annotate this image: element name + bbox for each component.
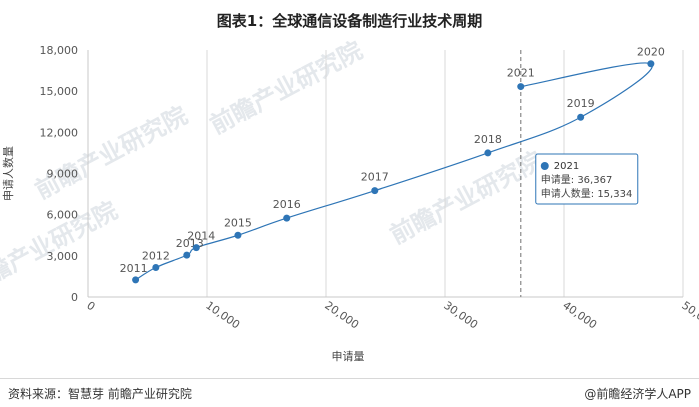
tooltip-line-applications: 申请量: 36,367 [541,173,613,186]
x-tick-label-5: 50,000 [679,299,699,332]
y-tick-label-0: 0 [71,291,78,304]
y-tick-label-6: 18,000 [40,44,79,57]
footer: 资料来源：智慧芽 前瞻产业研究院 @前瞻经济学人APP [0,378,699,407]
y-tick-labels: 0 3,000 6,000 9,000 12,000 15,000 18,000 [40,44,79,304]
x-tick-label-4: 40,000 [560,299,599,332]
data-point-2016 [283,214,291,222]
x-tick-label-2: 20,000 [322,299,361,332]
point-label-2016: 2016 [273,198,301,211]
tooltip: 2021 申请量: 36,367 申请人数量: 15,334 [535,153,639,205]
data-point-2015 [234,231,242,239]
watermark-3: 前瞻产业研究院 [31,101,192,205]
point-label-2014: 2014 [187,230,215,243]
tooltip-marker [540,162,549,170]
point-label-2020: 2020 [637,46,665,59]
tooltip-title: 2021 [554,161,579,172]
data-point-2014 [192,244,200,252]
data-point-2012 [152,263,160,271]
point-label-2018: 2018 [474,133,502,146]
x-tick-label-1: 10,000 [203,299,242,332]
axes [87,50,683,298]
grid-lines [206,50,684,297]
y-tick-label-1: 3,000 [47,250,79,263]
y-tick-label-5: 15,000 [40,85,79,98]
x-axis-label: 申请量 [332,350,365,363]
data-point-2013 [183,251,191,259]
y-tick-label-2: 6,000 [47,209,79,222]
data-point-2019 [577,113,585,121]
y-tick-label-4: 12,000 [40,126,79,139]
point-label-2015: 2015 [224,216,252,229]
brand-credit: @前瞻经济学人APP [584,387,691,401]
data-point-2020 [647,60,655,68]
tooltip-box [535,153,639,205]
x-tick-label-0: 0 [84,299,97,314]
watermark-1: 前瞻产业研究院 [386,146,547,250]
x-tick-label-3: 30,000 [441,299,480,332]
point-label-2019: 2019 [567,97,595,110]
point-label-2012: 2012 [142,249,170,262]
data-point-2011 [132,276,140,284]
point-label-2017: 2017 [361,171,389,184]
data-point-2017 [371,187,379,195]
x-tick-labels: 0 10,000 20,000 30,000 40,000 50,000 [84,299,699,332]
y-tick-label-3: 9,000 [47,168,79,181]
watermark-0: 前瞻产业研究院 [206,36,367,140]
point-label-2021: 2021 [507,67,535,80]
source-note: 资料来源：智慧芽 前瞻产业研究院 [8,387,192,401]
data-point-2018 [484,149,492,157]
data-points: 2011201220132014201520162017201820192020… [120,46,665,284]
chart-title: 图表1：全球通信设备制造行业技术周期 [216,12,483,30]
y-axis-label: 申请人数量 [2,146,15,201]
tooltip-line-applicants: 申请人数量: 15,334 [541,187,633,200]
point-label-2011: 2011 [120,262,148,275]
data-point-2021 [517,83,525,91]
